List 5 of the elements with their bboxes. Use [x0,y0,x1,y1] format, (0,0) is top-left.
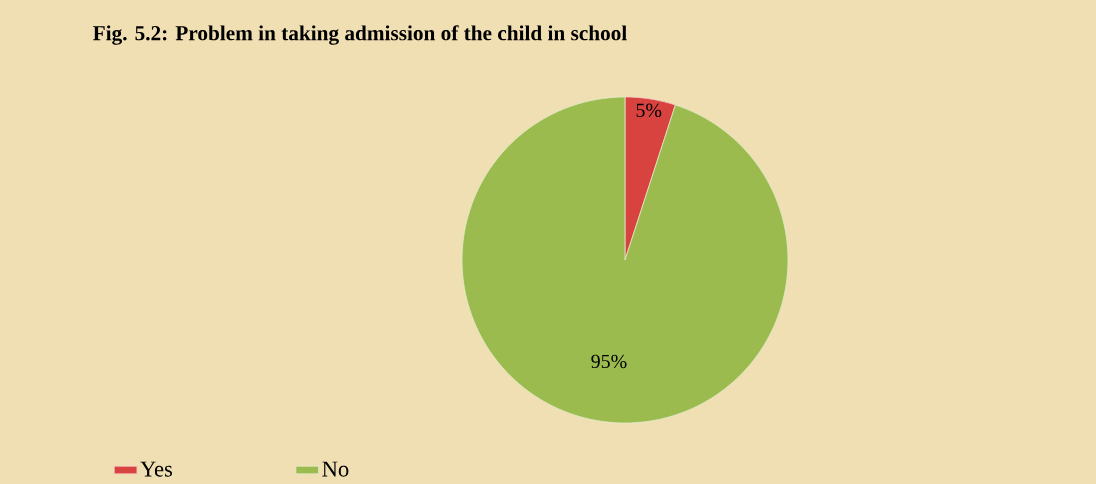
chart-title: Fig. 5.2: Problem in taking admission of the child in school [93,25,627,45]
data-label: 95% [591,354,627,369]
data-label: 5% [636,103,662,118]
legend-label: Yes [140,461,173,477]
legend-label: No [322,461,349,477]
